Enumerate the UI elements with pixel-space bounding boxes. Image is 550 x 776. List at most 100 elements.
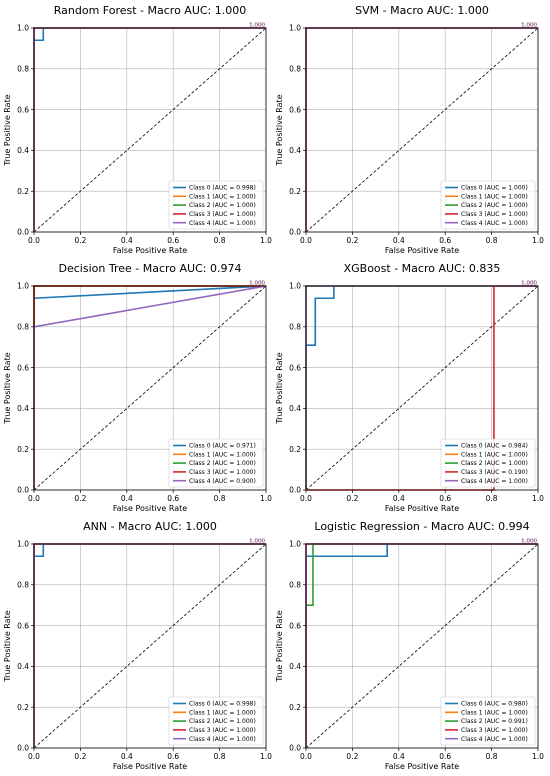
x-tick-label: 0.6	[167, 752, 179, 761]
legend-entry: Class 0 (AUC = 0.980)	[461, 701, 528, 708]
legend-entry: Class 4 (AUC = 1.000)	[189, 736, 256, 743]
x-tick-label: 0.4	[121, 236, 133, 245]
y-tick-label: 0.4	[17, 146, 29, 155]
x-tick-label: 0.4	[121, 494, 133, 503]
x-tick-label: 0.0	[28, 494, 40, 503]
legend-entry: Class 3 (AUC = 1.000)	[189, 469, 256, 476]
legend-box	[440, 180, 536, 230]
y-axis-label: True Positive Rate	[3, 94, 12, 166]
curve-end-label: 1.000	[521, 23, 537, 29]
y-axis-label: True Positive Rate	[3, 352, 12, 424]
legend: Class 0 (AUC = 0.998)Class 1 (AUC = 1.00…	[168, 696, 264, 746]
chance-diagonal-line	[305, 285, 539, 491]
curve-end-label: 1.000	[249, 281, 265, 287]
y-tick-label: 0.0	[17, 744, 29, 753]
x-tick-label: 0.2	[346, 752, 358, 761]
y-tick-label: 0.4	[17, 662, 29, 671]
curve-end-label: 1.000	[521, 539, 537, 545]
curve-end-label: 1.000	[249, 281, 265, 287]
x-tick-label: 0.8	[214, 236, 226, 245]
legend-entry: Class 2 (AUC = 1.000)	[189, 460, 256, 467]
plot-frame	[33, 285, 267, 491]
y-tick-label: 0.2	[289, 703, 301, 712]
legend-entry: Class 2 (AUC = 1.000)	[461, 460, 528, 467]
x-tick-label: 0.6	[439, 494, 451, 503]
x-tick-label: 0.4	[121, 752, 133, 761]
x-tick-label: 0.4	[393, 494, 405, 503]
x-tick-label: 0.0	[28, 752, 40, 761]
legend-entry: Class 4 (AUC = 1.000)	[189, 220, 256, 227]
x-tick-label: 1.0	[532, 236, 544, 245]
x-tick-label: 0.2	[74, 236, 86, 245]
curve-end-label: 1.000	[249, 281, 265, 287]
curve-end-label: 1.000	[521, 281, 537, 287]
y-axis-label: True Positive Rate	[275, 94, 284, 166]
y-tick-label: 0.8	[17, 65, 29, 74]
chart-title: SVM - Macro AUC: 1.000	[355, 4, 489, 17]
legend-entry: Class 0 (AUC = 0.998)	[189, 701, 256, 708]
y-tick-label: 0.6	[289, 363, 301, 372]
legend-box	[440, 438, 536, 488]
legend-entry: Class 1 (AUC = 1.000)	[461, 193, 528, 200]
chart-title: Logistic Regression - Macro AUC: 0.994	[314, 520, 529, 533]
legend-box	[168, 696, 264, 746]
y-tick-label: 0.2	[17, 445, 29, 454]
legend: Class 0 (AUC = 0.984)Class 1 (AUC = 1.00…	[440, 438, 536, 488]
x-tick-label: 1.0	[260, 494, 272, 503]
y-tick-label: 0.8	[289, 581, 301, 590]
y-tick-label: 0.8	[289, 323, 301, 332]
y-tick-label: 1.0	[17, 282, 29, 291]
y-tick-label: 0.4	[289, 662, 301, 671]
x-tick-label: 0.6	[439, 236, 451, 245]
y-tick-label: 1.0	[289, 282, 301, 291]
x-tick-label: 0.6	[167, 236, 179, 245]
chance-diagonal-line	[305, 27, 539, 233]
curve-end-label: 1.000	[249, 23, 265, 29]
plot-frame	[33, 27, 267, 233]
x-tick-label: 1.0	[260, 236, 272, 245]
x-tick-label: 0.6	[439, 752, 451, 761]
chance-diagonal-line	[305, 543, 539, 749]
curve-end-label: 1.000	[249, 539, 265, 545]
x-axis-label: False Positive Rate	[113, 504, 187, 513]
chance-diagonal-line	[33, 27, 267, 233]
curve-end-label: 1.000	[249, 281, 265, 287]
legend-entry: Class 1 (AUC = 1.000)	[189, 193, 256, 200]
x-tick-label: 0.0	[300, 752, 312, 761]
legend-box	[168, 438, 264, 488]
x-tick-label: 0.4	[393, 752, 405, 761]
legend-entry: Class 1 (AUC = 1.000)	[461, 451, 528, 458]
legend: Class 0 (AUC = 0.980)Class 1 (AUC = 1.00…	[440, 696, 536, 746]
curve-end-label: 1.000	[521, 539, 537, 545]
x-tick-label: 0.2	[74, 752, 86, 761]
x-tick-label: 0.4	[393, 236, 405, 245]
chance-diagonal-line	[33, 543, 267, 749]
x-tick-label: 0.2	[74, 494, 86, 503]
legend-entry: Class 3 (AUC = 1.000)	[461, 727, 528, 734]
chart-title: Decision Tree - Macro AUC: 0.974	[59, 262, 242, 275]
x-tick-label: 1.0	[260, 752, 272, 761]
y-tick-label: 0.2	[289, 187, 301, 196]
curve-end-label: 1.000	[521, 23, 537, 29]
y-tick-label: 0.2	[17, 187, 29, 196]
y-axis-label: True Positive Rate	[3, 610, 12, 682]
x-tick-label: 0.0	[300, 236, 312, 245]
x-axis-label: False Positive Rate	[113, 762, 187, 771]
y-tick-label: 0.4	[17, 404, 29, 413]
chart-title: Random Forest - Macro AUC: 1.000	[54, 4, 247, 17]
y-tick-label: 0.6	[289, 105, 301, 114]
y-axis-label: True Positive Rate	[275, 610, 284, 682]
plot-frame	[305, 27, 539, 233]
y-tick-label: 1.0	[289, 540, 301, 549]
curve-end-label: 1.000	[521, 281, 537, 287]
legend-entry: Class 3 (AUC = 1.000)	[461, 211, 528, 218]
legend-entry: Class 0 (AUC = 1.000)	[461, 185, 528, 192]
plot-frame	[305, 543, 539, 749]
x-tick-label: 0.8	[486, 752, 498, 761]
x-axis-label: False Positive Rate	[385, 504, 459, 513]
y-tick-label: 0.6	[17, 621, 29, 630]
y-tick-label: 0.8	[289, 65, 301, 74]
